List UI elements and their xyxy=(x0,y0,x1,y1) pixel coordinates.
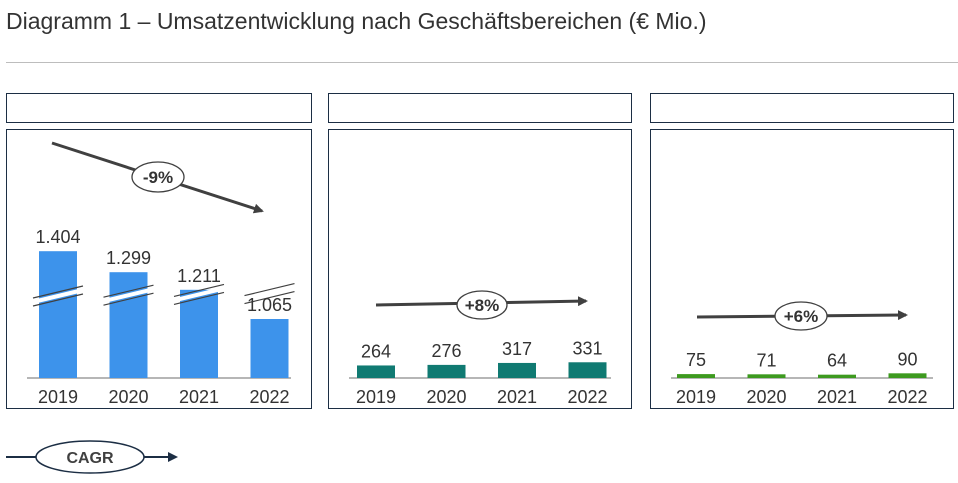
legend-label: CAGR xyxy=(66,450,114,467)
bar xyxy=(818,374,856,378)
axis-break-mark xyxy=(103,284,154,306)
cagr-ellipse xyxy=(774,301,828,331)
data-label: 276 xyxy=(431,341,461,361)
x-tick-label: 2019 xyxy=(676,387,716,407)
data-label: 264 xyxy=(361,341,391,361)
data-label: 331 xyxy=(572,338,602,358)
bar xyxy=(677,374,715,378)
cagr-label: +8% xyxy=(465,296,500,315)
bar xyxy=(568,362,607,378)
data-label: 90 xyxy=(897,349,917,369)
bar xyxy=(427,364,466,378)
x-tick-label: 2020 xyxy=(426,387,466,407)
axis-break-line xyxy=(244,285,295,302)
cagr-label: +6% xyxy=(784,307,819,326)
axis-break-line xyxy=(32,285,84,299)
axis-break-mark xyxy=(173,283,225,305)
axis-break-line xyxy=(173,291,225,305)
cagr-ellipse xyxy=(131,161,185,193)
axis-break-line xyxy=(32,293,84,307)
bar xyxy=(888,373,927,378)
x-tick-label: 2019 xyxy=(38,387,78,407)
axis-break-line xyxy=(173,286,225,303)
data-label: 64 xyxy=(827,351,847,371)
axis-break-line xyxy=(244,283,295,297)
title-divider xyxy=(6,62,958,63)
axis-break-mark xyxy=(32,285,84,307)
axis-break-line xyxy=(244,291,295,305)
axis-break-line xyxy=(103,284,154,298)
x-tick-label: 2019 xyxy=(356,387,396,407)
x-tick-label: 2021 xyxy=(179,387,219,407)
panel-header-ubertragung: Übertragung xyxy=(650,93,954,123)
page-title: Diagramm 1 – Umsatzentwicklung nach Gesc… xyxy=(6,8,707,34)
bar xyxy=(250,319,289,378)
x-tick-label: 2020 xyxy=(108,387,148,407)
bar xyxy=(357,365,395,378)
axis-break-line xyxy=(103,287,154,304)
axis-break-mark xyxy=(244,283,295,305)
legend-ellipse xyxy=(35,440,145,474)
axis-break-line xyxy=(103,292,154,306)
axis-break-line xyxy=(32,288,84,304)
data-label: 71 xyxy=(756,350,776,370)
data-label: 1.211 xyxy=(177,266,221,286)
cagr-ellipse xyxy=(456,290,508,320)
x-tick-label: 2022 xyxy=(567,387,607,407)
x-tick-label: 2021 xyxy=(497,387,537,407)
bar xyxy=(498,362,536,378)
x-tick-label: 2021 xyxy=(817,387,857,407)
x-tick-label: 2022 xyxy=(249,387,289,407)
bar xyxy=(39,251,77,378)
data-label: 1.299 xyxy=(106,248,151,268)
data-label: 1.065 xyxy=(247,295,292,315)
legend-arrowhead xyxy=(168,452,178,462)
panel-header-antennen: Antennen xyxy=(6,93,312,123)
panel-frame-ubertragung xyxy=(650,129,954,409)
legend: CAGR xyxy=(6,440,178,474)
bar xyxy=(747,374,786,378)
x-tick-label: 2020 xyxy=(746,387,786,407)
data-label: 317 xyxy=(502,339,532,359)
data-label: 75 xyxy=(686,350,706,370)
axis-break-line xyxy=(173,283,225,297)
bar xyxy=(109,272,148,378)
x-tick-label: 2022 xyxy=(887,387,927,407)
panel-header-speziallosungen: Speziallösungen xyxy=(328,93,632,123)
bar xyxy=(180,289,218,378)
cagr-label: -9% xyxy=(143,168,173,187)
data-label: 1.404 xyxy=(35,227,80,247)
